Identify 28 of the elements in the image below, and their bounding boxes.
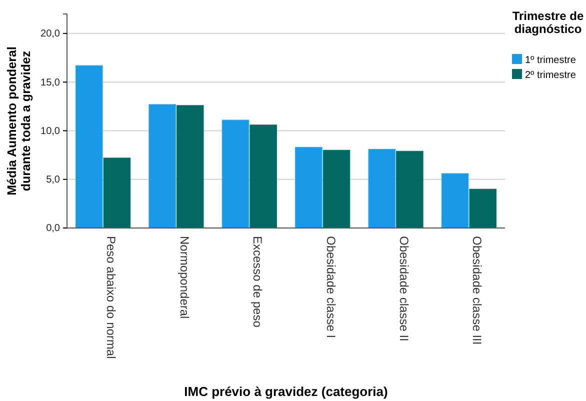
bar xyxy=(148,104,176,228)
bar xyxy=(75,65,103,228)
bar xyxy=(103,158,131,228)
x-tick-label: Obesidade classe I xyxy=(324,236,338,338)
x-tick-label: Obesidade classe III xyxy=(470,236,484,345)
bar xyxy=(441,173,469,228)
bar xyxy=(295,146,322,228)
legend-title: Trimestre de diagnóstico xyxy=(512,9,584,36)
bar xyxy=(469,188,497,228)
bar xyxy=(176,105,204,228)
bar xyxy=(322,150,350,228)
legend-label: 2º trimestre xyxy=(525,70,576,81)
x-tick-label: Excesso de peso xyxy=(250,236,265,328)
y-axis-title: Média Aumento ponderal durante toda a gravidez xyxy=(5,46,33,196)
bar xyxy=(222,120,250,228)
y-tick-label: 20,0 xyxy=(40,28,60,40)
bar xyxy=(250,124,277,228)
y-tick-label: 0,0 xyxy=(46,223,60,234)
y-tick-label: 10,0 xyxy=(40,126,60,137)
x-tick-label: Peso abaixo do normal xyxy=(104,236,118,359)
bar xyxy=(368,148,396,228)
y-tick-label: 15,0 xyxy=(40,77,60,88)
x-tick-label: Obesidade classe II xyxy=(396,236,411,342)
y-tick-label: 5,0 xyxy=(46,174,60,186)
legend-label: 1º trimestre xyxy=(525,55,576,66)
x-tick-label: Normoponderal xyxy=(177,236,192,319)
x-axis-title: IMC prévio à gravidez (categoria) xyxy=(184,384,388,399)
bar xyxy=(396,150,424,228)
